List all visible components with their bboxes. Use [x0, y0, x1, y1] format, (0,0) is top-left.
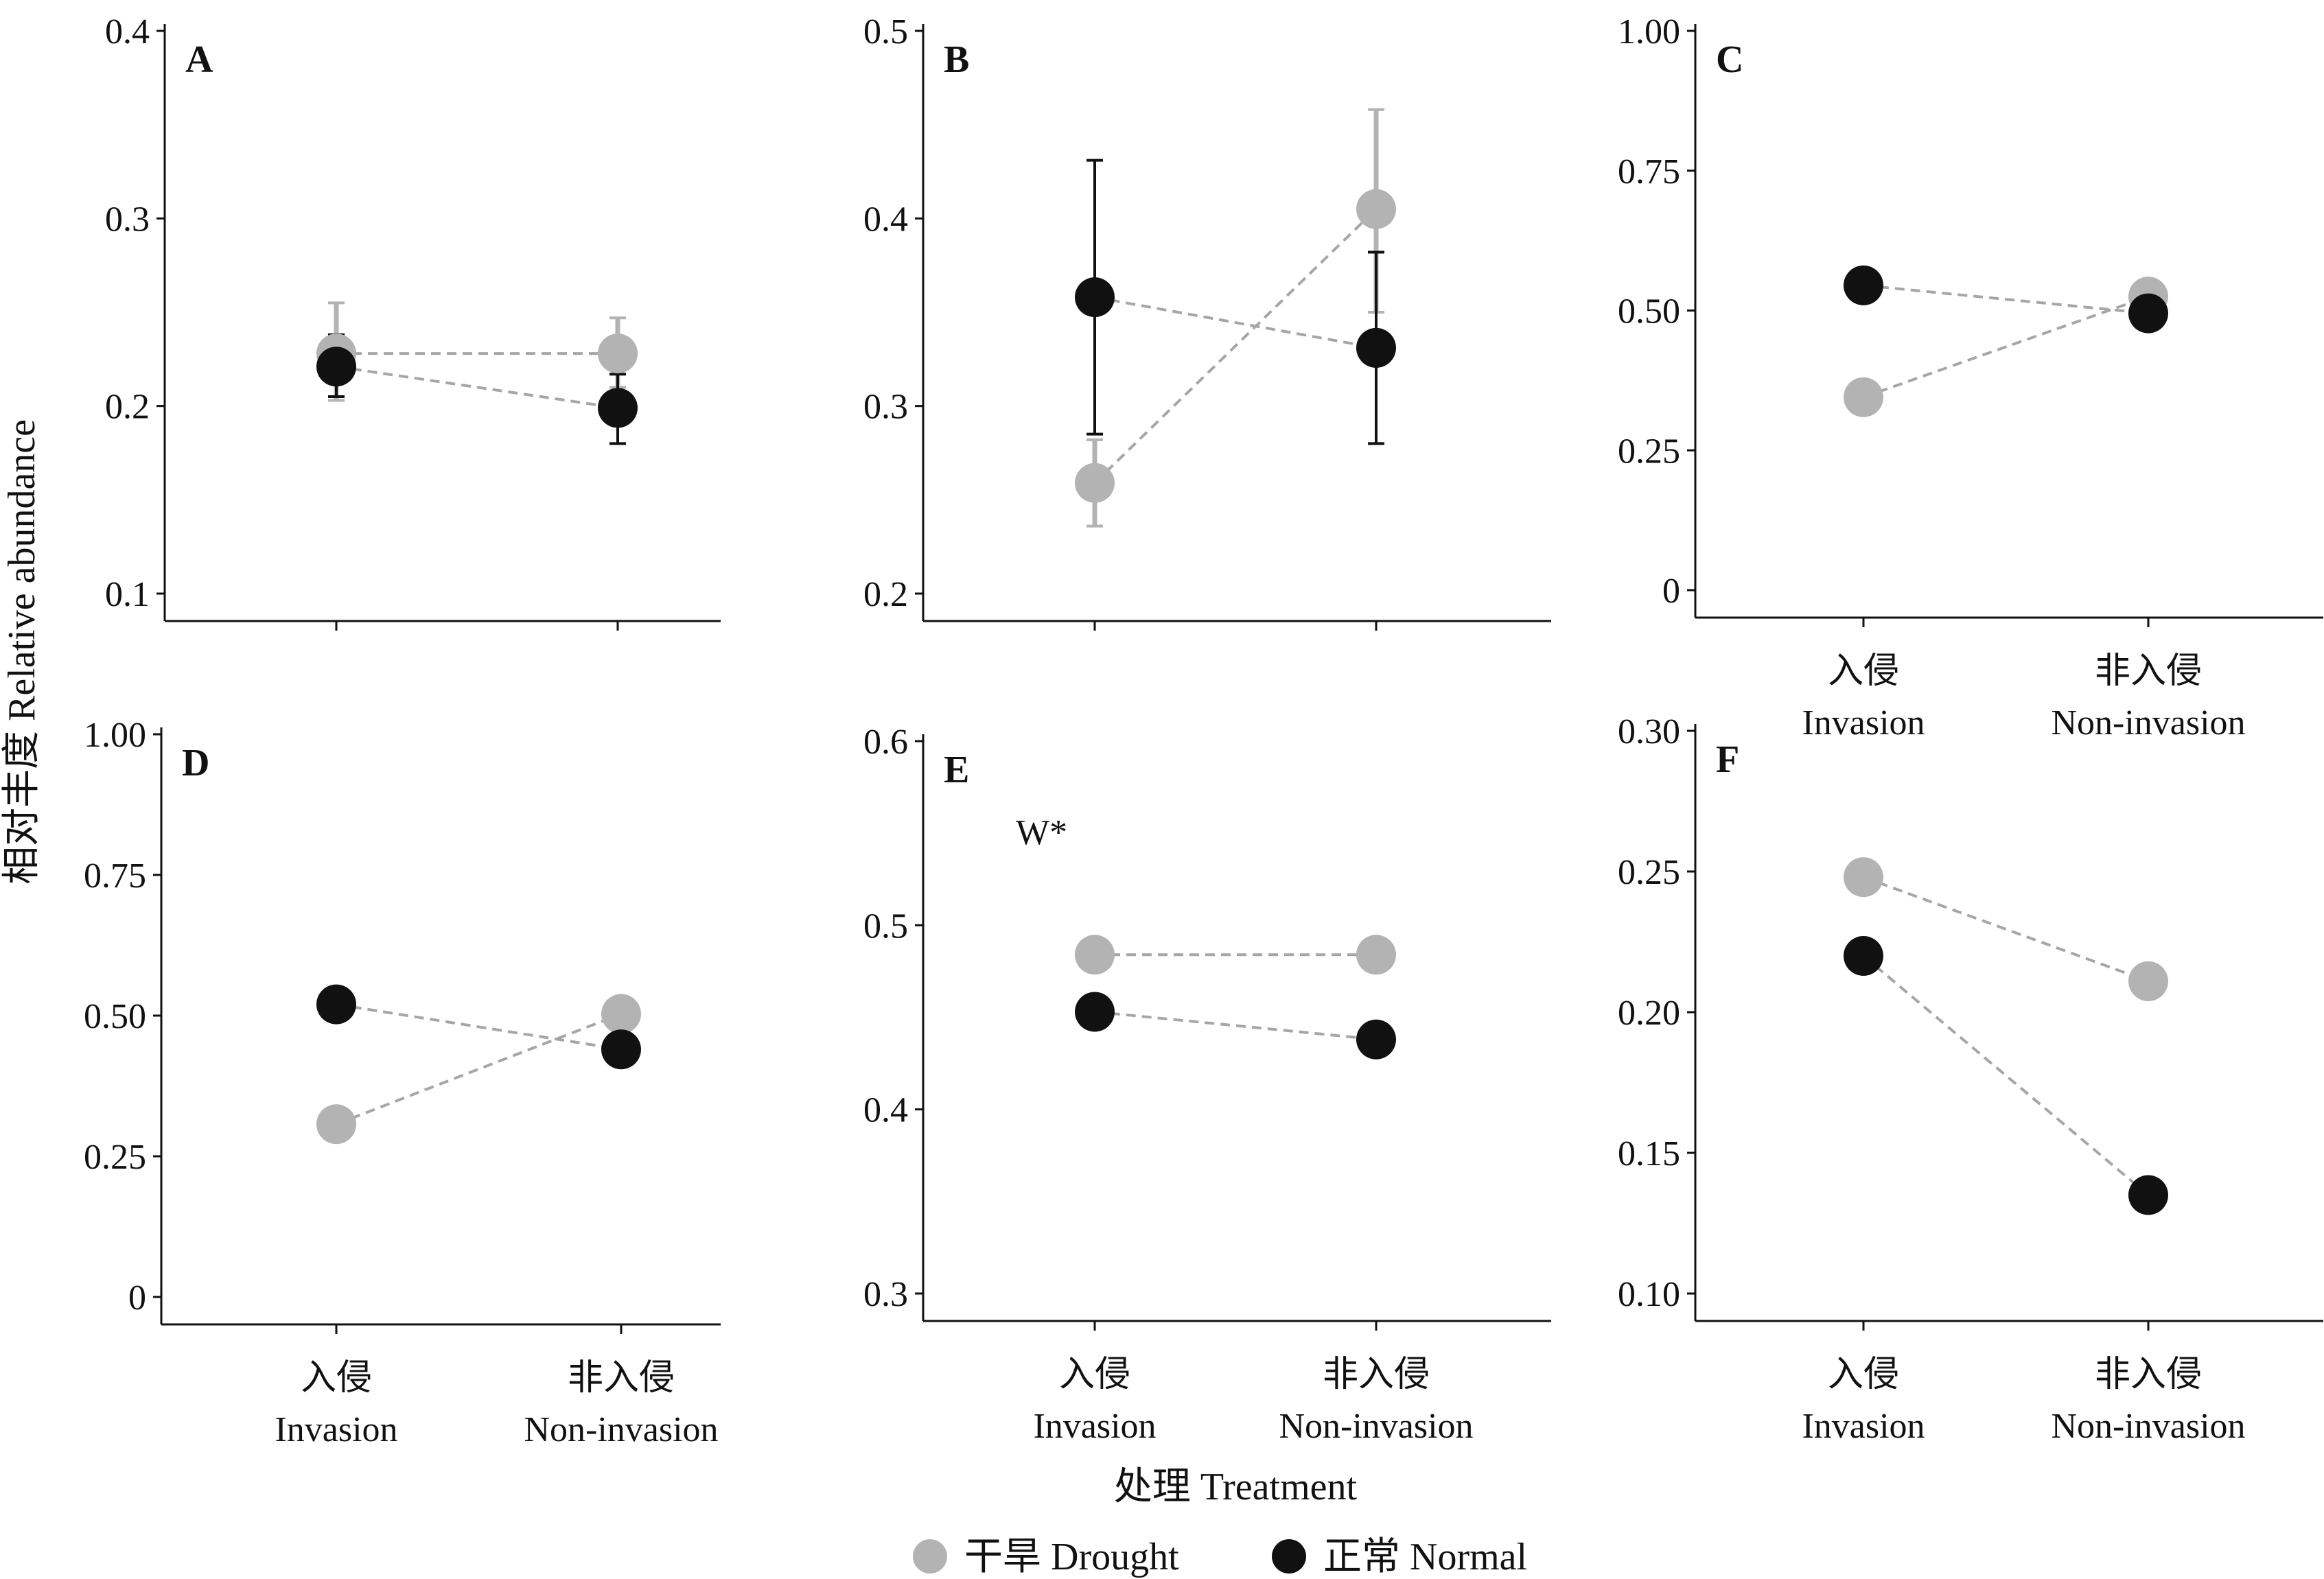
panel-letter: B	[944, 38, 969, 81]
data-point-drought	[316, 1104, 356, 1145]
series-connector-drought	[1863, 295, 2149, 399]
x-tick-label-en: Non-invasion	[1279, 1407, 1473, 1446]
x-tick-label-en: Non-invasion	[524, 1410, 718, 1449]
panel-annotation: W*	[1016, 813, 1067, 852]
x-tick-label-zh: 入侵	[1828, 1355, 1899, 1394]
x-tick-label-en: Invasion	[275, 1410, 397, 1449]
x-tick-label-en: Invasion	[1802, 703, 1925, 742]
data-point-normal	[1844, 936, 1883, 976]
y-tick-label: 0.5	[863, 12, 908, 51]
y-tick-label: 0.1	[105, 575, 150, 614]
x-tick-label-en: Non-invasion	[2051, 1407, 2245, 1446]
y-tick-label: 0.5	[863, 907, 908, 946]
panel-b: 0.2 0.3 0.4 0.5 B	[863, 12, 1551, 631]
data-point-normal	[1075, 277, 1115, 318]
y-tick-label: 0.2	[105, 388, 150, 427]
series-connector-drought	[1093, 208, 1378, 484]
data-point-drought	[601, 994, 641, 1034]
series-connector-normal	[336, 1003, 622, 1051]
y-tick-label: 0.4	[863, 1091, 908, 1130]
legend-normal-label: 正常 Normal	[1323, 1536, 1527, 1578]
y-tick-label: 0.10	[1618, 1275, 1680, 1314]
y-tick-label: 0.50	[1618, 292, 1680, 331]
x-tick-label-zh: 入侵	[301, 1359, 372, 1398]
data-point-drought	[1075, 935, 1115, 975]
data-point-normal	[1844, 265, 1883, 305]
y-tick-label: 0.3	[105, 200, 150, 239]
legend-drought-label: 干旱 Drought	[964, 1536, 1179, 1578]
data-point-drought	[1844, 377, 1883, 417]
panel-a: 0.1 0.2 0.3 0.4 A	[105, 12, 721, 631]
data-point-normal	[1356, 327, 1396, 368]
data-point-drought	[2128, 961, 2168, 1001]
y-axis-title: 相对丰度 Relative abundance	[1, 419, 43, 885]
y-tick-label: 0	[128, 1278, 146, 1318]
data-point-drought	[1075, 463, 1115, 503]
x-tick-label-zh: 非入侵	[1323, 1355, 1430, 1394]
x-tick-label-en: Non-invasion	[2051, 703, 2245, 742]
legend-normal-marker	[1272, 1539, 1306, 1574]
y-tick-label: 1.00	[1618, 12, 1680, 51]
x-axis-title: 处理 Treatment	[1114, 1466, 1358, 1508]
panel-d: 0 0.25 0.50 0.75 1.00 入侵 Invasion 非入侵 Non-invasi…	[84, 716, 721, 1449]
x-tick-label-en: Invasion	[1802, 1407, 1925, 1446]
x-tick-label-zh: 非入侵	[568, 1359, 675, 1398]
panel-letter: C	[1716, 38, 1743, 81]
panels: 0.10.20.30.4A0.20.30.40.5B00.250.500.751…	[84, 12, 2323, 1449]
x-tick-label-zh: 入侵	[1059, 1355, 1130, 1394]
data-point-normal	[1075, 992, 1115, 1032]
y-tick-label: 0.25	[1618, 432, 1680, 471]
legend-drought-marker	[913, 1539, 947, 1574]
series-connector-drought	[1863, 876, 2149, 983]
legend: 干旱 Drought 正常 Normal	[913, 1536, 1527, 1578]
data-point-drought	[1844, 857, 1883, 898]
panel-letter: D	[182, 742, 209, 784]
y-tick-label: 0.20	[1618, 994, 1680, 1033]
panel-letter: A	[185, 38, 213, 81]
data-point-normal	[598, 388, 638, 428]
y-tick-label: 1.00	[84, 716, 146, 755]
y-tick-label: 0.4	[863, 200, 908, 239]
x-tick-label-zh: 入侵	[1828, 652, 1899, 691]
data-point-drought	[598, 334, 638, 374]
y-tick-label: 0.4	[105, 12, 150, 51]
series-connector-normal	[1094, 296, 1377, 349]
y-tick-label: 0.2	[863, 575, 908, 614]
data-point-normal	[1356, 1019, 1396, 1060]
y-tick-label: 0.25	[1618, 853, 1680, 892]
y-tick-label: 0.75	[84, 856, 146, 896]
y-tick-label: 0.30	[1618, 712, 1680, 751]
data-point-normal	[601, 1029, 641, 1070]
y-tick-label: 0.50	[84, 997, 146, 1036]
panel-letter: E	[944, 749, 969, 791]
panel-f: 0.10 0.15 0.20 0.25 0.30 入侵 Invasion 非入侵 Non-inv…	[1618, 712, 2323, 1446]
series-connector-normal	[336, 365, 618, 410]
y-tick-label: 0.15	[1618, 1134, 1680, 1173]
x-tick-label-en: Invasion	[1033, 1407, 1156, 1446]
y-tick-label: 0.25	[84, 1138, 146, 1177]
series-connector-normal	[1862, 955, 2150, 1197]
data-point-normal	[316, 347, 356, 387]
panel-letter: F	[1716, 738, 1739, 781]
data-point-normal	[2128, 293, 2168, 334]
series-connector-drought	[336, 1012, 622, 1126]
series-connector-normal	[1094, 1010, 1377, 1041]
panel-e: 0.3 0.4 0.5 0.6 入侵 Invasion 非入侵 Non-invasion E W*	[863, 723, 1551, 1446]
x-tick-label-zh: 非入侵	[2095, 652, 2202, 691]
data-point-drought	[1356, 935, 1396, 975]
series-connector-normal	[1863, 283, 2149, 315]
data-point-normal	[2128, 1175, 2168, 1215]
panel-c: 0 0.25 0.50 0.75 1.00 入侵 Invasion 非入侵 Non-invasi…	[1618, 12, 2323, 742]
y-tick-label: 0.3	[863, 388, 908, 427]
y-tick-label: 0.75	[1618, 152, 1680, 191]
y-tick-label: 0.3	[863, 1275, 908, 1314]
data-point-normal	[316, 984, 356, 1025]
data-point-drought	[1356, 189, 1396, 229]
y-tick-label: 0	[1662, 572, 1680, 611]
x-tick-label-zh: 非入侵	[2095, 1355, 2202, 1394]
y-tick-label: 0.6	[863, 723, 908, 762]
